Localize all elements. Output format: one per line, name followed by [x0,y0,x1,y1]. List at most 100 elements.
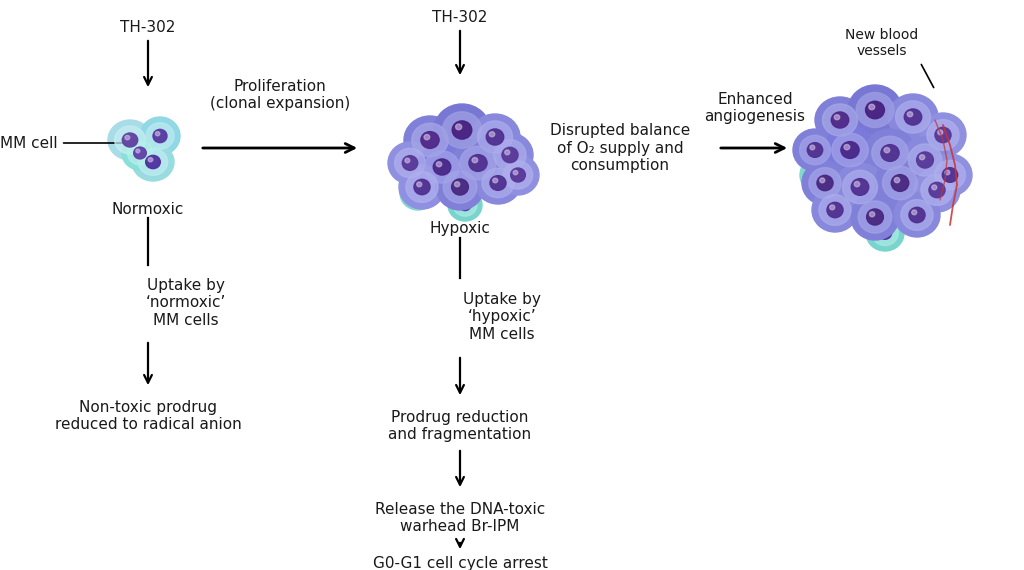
Ellipse shape [132,143,174,181]
Ellipse shape [864,129,916,177]
Ellipse shape [866,215,904,251]
Ellipse shape [807,142,822,157]
Ellipse shape [868,104,874,110]
Ellipse shape [901,200,933,230]
Ellipse shape [848,85,902,135]
Ellipse shape [489,176,506,190]
Ellipse shape [921,174,953,205]
Ellipse shape [843,170,878,204]
Ellipse shape [908,144,942,176]
Ellipse shape [497,155,539,195]
Ellipse shape [935,127,951,142]
Ellipse shape [455,182,460,187]
Ellipse shape [894,193,940,237]
Ellipse shape [461,201,465,205]
Ellipse shape [916,152,934,168]
Ellipse shape [835,163,885,211]
Ellipse shape [935,160,966,190]
Text: New blood
vessels: New blood vessels [846,28,919,58]
Ellipse shape [942,168,957,182]
Ellipse shape [883,166,918,200]
Ellipse shape [920,154,925,160]
Ellipse shape [421,132,439,148]
Text: G0-G1 cell cycle arrest
Apoptosis: G0-G1 cell cycle arrest Apoptosis [373,556,548,570]
Ellipse shape [854,181,860,187]
Ellipse shape [486,129,504,145]
Ellipse shape [929,182,945,198]
Ellipse shape [894,177,900,183]
Ellipse shape [851,178,868,196]
Ellipse shape [153,129,167,142]
Ellipse shape [881,145,899,161]
Ellipse shape [433,159,451,175]
Ellipse shape [412,187,424,199]
Ellipse shape [928,154,972,196]
Ellipse shape [404,158,410,163]
Ellipse shape [477,121,512,153]
Ellipse shape [866,209,884,225]
Ellipse shape [156,132,160,136]
Ellipse shape [434,104,490,156]
Text: Release the DNA-toxic
warhead Br-IPM: Release the DNA-toxic warhead Br-IPM [375,502,545,535]
Ellipse shape [810,145,815,150]
Ellipse shape [482,168,514,198]
Ellipse shape [436,164,484,210]
Ellipse shape [856,92,894,128]
Ellipse shape [459,200,471,210]
Ellipse shape [460,146,497,180]
Ellipse shape [874,159,925,207]
Ellipse shape [108,120,152,160]
Text: Proliferation
(clonal expansion): Proliferation (clonal expansion) [210,79,350,111]
Ellipse shape [414,189,418,193]
Ellipse shape [417,182,422,187]
Ellipse shape [469,154,487,172]
Ellipse shape [817,176,834,191]
Ellipse shape [827,202,843,218]
Ellipse shape [406,181,431,205]
Ellipse shape [927,120,959,150]
Ellipse shape [841,141,859,158]
Text: TH-302: TH-302 [120,21,176,35]
Ellipse shape [819,178,824,183]
Text: Hypoxic: Hypoxic [429,221,490,235]
Ellipse shape [879,227,892,239]
Ellipse shape [146,123,174,149]
Ellipse shape [806,162,834,188]
Ellipse shape [452,139,504,187]
Ellipse shape [822,104,857,136]
Ellipse shape [911,210,916,215]
Ellipse shape [914,168,961,212]
Text: TH-302: TH-302 [432,10,487,26]
Ellipse shape [932,185,937,190]
Ellipse shape [145,156,161,169]
Ellipse shape [494,140,526,170]
Ellipse shape [881,229,885,233]
Ellipse shape [502,147,518,162]
Ellipse shape [402,156,418,170]
Ellipse shape [452,179,468,195]
Ellipse shape [896,101,931,133]
Ellipse shape [835,115,840,120]
Ellipse shape [115,126,145,154]
Ellipse shape [884,148,890,153]
Ellipse shape [134,147,146,159]
Ellipse shape [505,150,510,155]
Ellipse shape [511,168,525,182]
Ellipse shape [399,165,445,209]
Ellipse shape [831,112,849,128]
Ellipse shape [809,168,841,198]
Ellipse shape [388,142,432,184]
Ellipse shape [945,170,950,175]
Ellipse shape [475,162,521,204]
Ellipse shape [425,151,460,183]
Ellipse shape [140,117,180,155]
Ellipse shape [871,136,908,170]
Ellipse shape [449,189,482,221]
Ellipse shape [904,109,922,125]
Ellipse shape [920,113,966,157]
Ellipse shape [414,180,430,195]
Ellipse shape [453,194,477,216]
Ellipse shape [865,101,885,119]
Ellipse shape [442,112,481,148]
Ellipse shape [453,121,472,139]
